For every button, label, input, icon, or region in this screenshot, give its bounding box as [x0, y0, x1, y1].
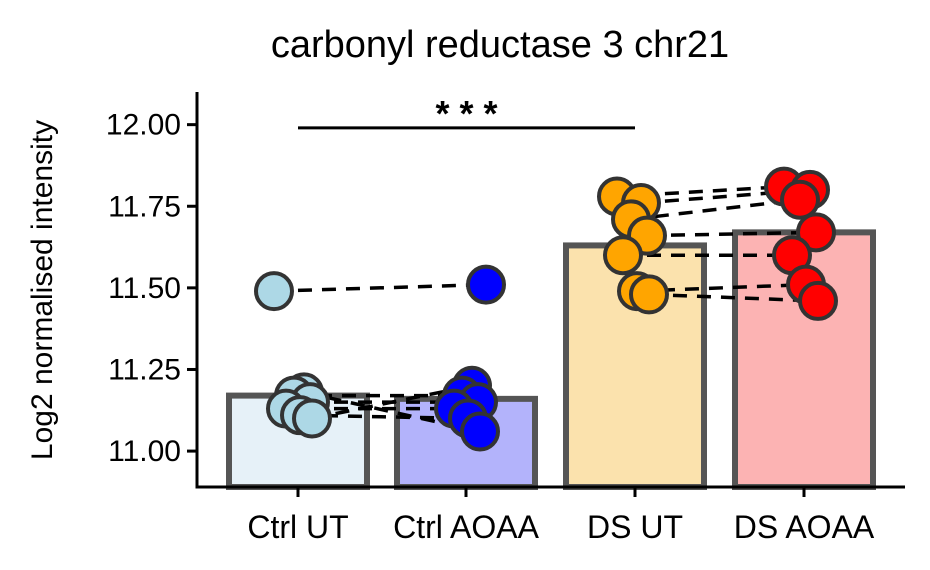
pair-line-10: [646, 230, 817, 238]
y-tick-label-3: 11.75: [108, 190, 181, 223]
pair-line-5: [311, 384, 473, 421]
point-1-6: [460, 411, 500, 452]
pair-line-7: [640, 188, 811, 205]
bar-3: [732, 229, 876, 490]
point-2-6: [629, 274, 669, 315]
x-tick-label-3: DS AOAA: [734, 509, 875, 545]
point-3-2: [780, 179, 820, 220]
x-tick-label-1: Ctrl AOAA: [393, 509, 539, 545]
pair-line-8: [630, 197, 801, 222]
point-3-6: [798, 280, 838, 321]
point-0-0: [254, 271, 294, 312]
plot-area: 11.00 11.25 11.50 11.75 12.00 Ctrl UT Ctrl AOA…: [106, 92, 905, 545]
y-axis-label: Log2 normalised intensity: [26, 120, 59, 460]
pair-line-0: [273, 282, 487, 293]
point-3-3: [796, 212, 836, 253]
point-0-6: [292, 398, 332, 439]
point-1-0: [466, 264, 506, 305]
y-tick-label-4: 12.00: [106, 109, 181, 142]
point-2-4: [603, 235, 643, 276]
significance-label: * * *: [435, 93, 497, 134]
pair-line-12: [648, 292, 819, 303]
chart-title: carbonyl reductase 3 chr21: [271, 24, 729, 66]
y-tick-label-1: 11.25: [108, 353, 181, 386]
y-tick-label-2: 11.50: [108, 272, 181, 305]
x-tick-label-2: DS UT: [587, 509, 683, 545]
x-tick-label-0: Ctrl UT: [247, 509, 348, 545]
y-tick-label-0: 11.00: [108, 435, 181, 468]
